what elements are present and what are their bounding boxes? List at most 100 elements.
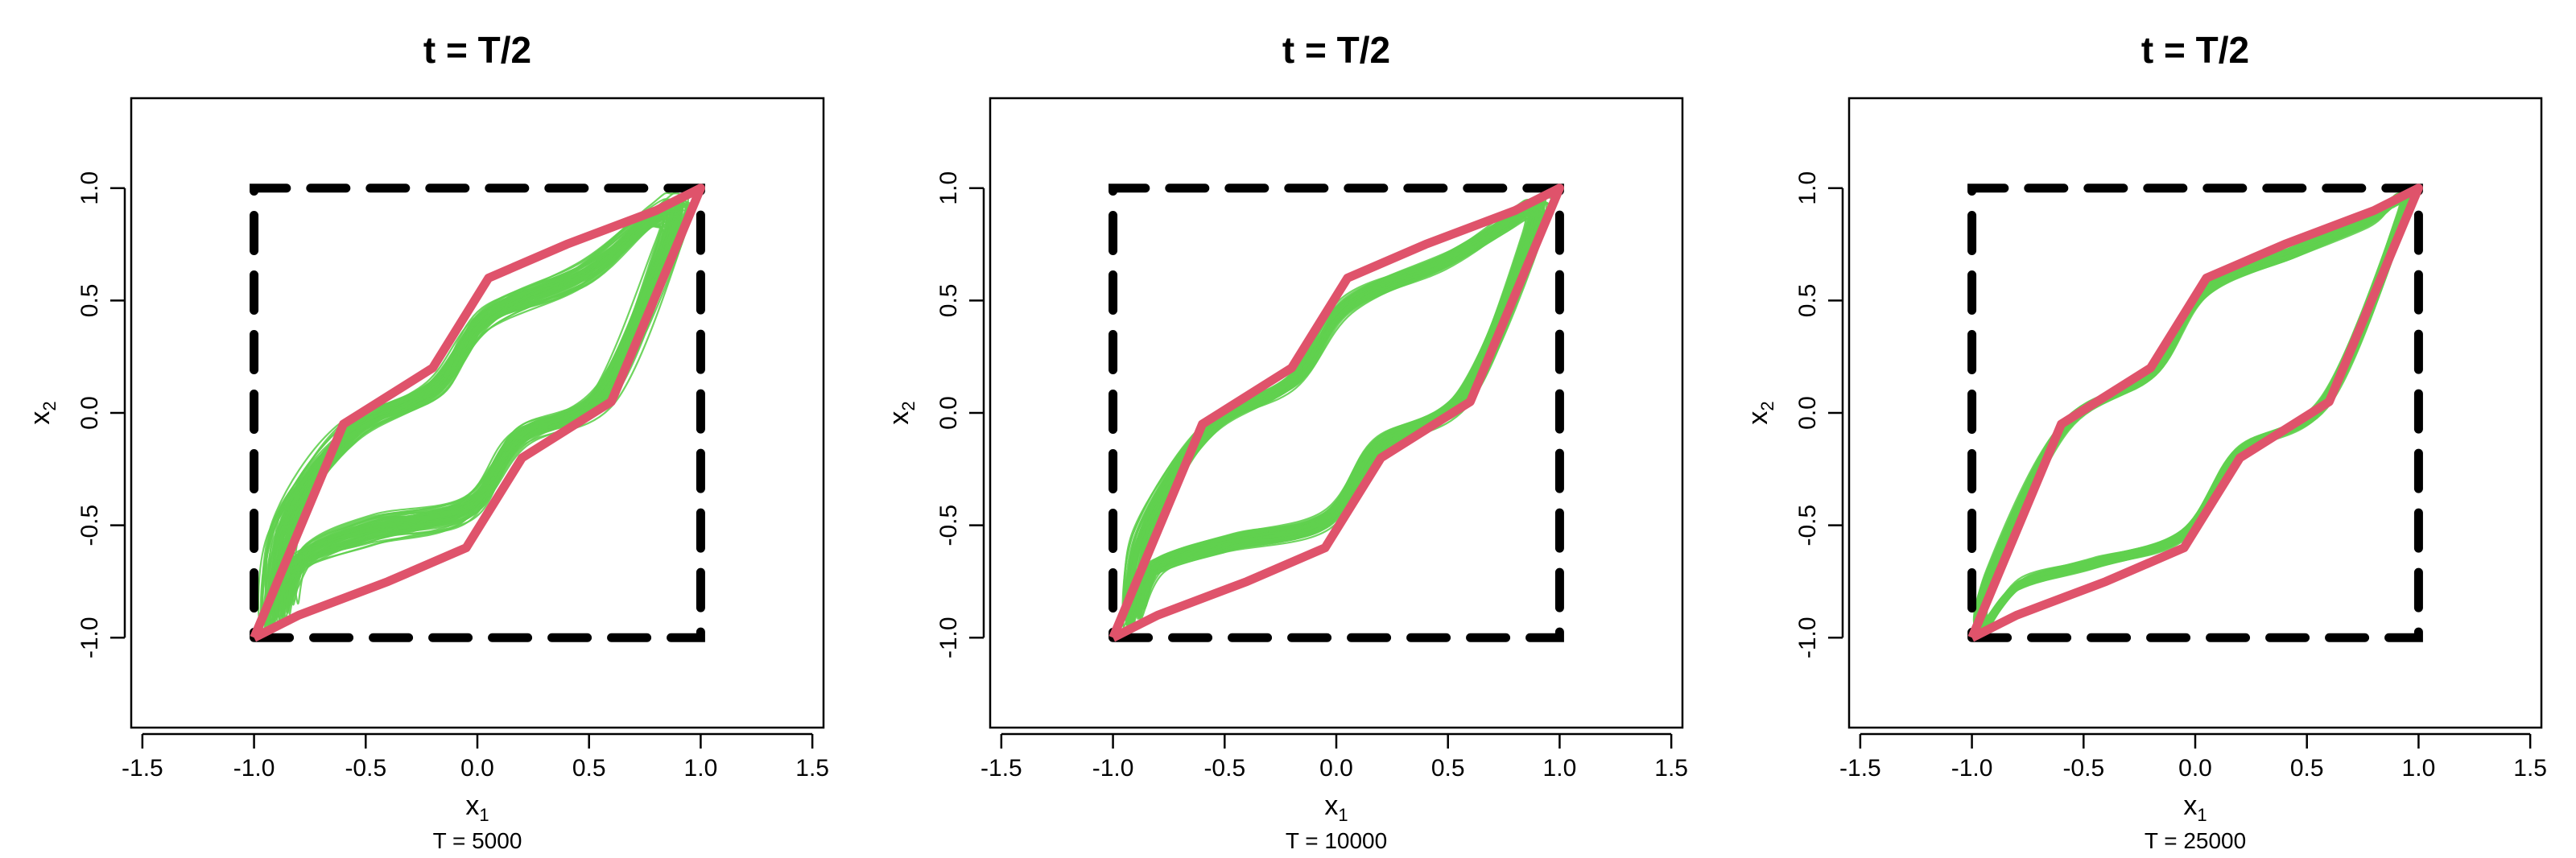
trajectory-curve	[1976, 188, 2416, 629]
x-tick-label: 1.5	[795, 755, 829, 782]
plot-area	[250, 184, 705, 642]
trajectory-curve	[1129, 207, 1541, 626]
trajectory-curve	[288, 221, 674, 615]
trajectory-curve	[1977, 191, 2408, 627]
trajectory-curve	[1978, 192, 2410, 631]
trajectory-curve	[281, 217, 683, 619]
x-tick-label: 0.5	[572, 755, 606, 782]
trajectory-curve	[1982, 196, 2411, 631]
panel-3: -1.5 -1.0 -0.5 0.0 0.5 1.0 1.5 -1.0 -0.5 0.0 0.5 1.…	[1743, 29, 2547, 853]
trajectory-curve	[1981, 196, 2404, 624]
y-axis: -1.0 -0.5 0.0 0.5 1.0	[935, 171, 985, 658]
trajectory-curve	[1985, 200, 2407, 625]
y-tick-label: -1.0	[76, 617, 103, 658]
trajectory-curve	[1979, 192, 2413, 631]
trajectory-curve	[1126, 201, 1548, 630]
trajectory-curve	[1984, 196, 2403, 619]
trajectory-curve	[264, 200, 681, 629]
trajectory-curve	[1979, 189, 2415, 629]
trajectory-curve	[261, 201, 683, 635]
trajectory-curve	[1984, 194, 2406, 621]
y-tick-label: -1.0	[1794, 617, 1821, 658]
trajectory-curve	[273, 208, 687, 622]
panel-title: t = T/2	[423, 29, 531, 71]
trajectory-curve	[1973, 190, 2410, 633]
trajectory-curve	[259, 202, 688, 625]
trajectory-curve	[271, 206, 681, 624]
y-axis-label: x2	[25, 401, 60, 424]
x-tick-label: -0.5	[345, 755, 386, 782]
trajectory-curve	[1980, 199, 2402, 624]
trajectory-curve	[1982, 194, 2412, 628]
trajectory-curve	[1983, 196, 2409, 626]
x-tick-label: -1.5	[1839, 755, 1881, 782]
x-tick-label: -0.5	[1203, 755, 1245, 782]
x-axis-label: x1	[465, 790, 489, 825]
trajectory-curve	[1978, 189, 2415, 632]
trajectory-curve	[279, 222, 670, 618]
trajectory-curve	[262, 204, 679, 623]
trajectory-curve	[1978, 196, 2409, 628]
dashed-square	[250, 184, 705, 642]
trajectory-curve	[267, 200, 689, 624]
hull-polygon	[1967, 184, 2423, 642]
trajectory-curve	[265, 204, 687, 627]
x-axis-label: x1	[2183, 790, 2207, 825]
y-tick-label: 1.0	[935, 171, 962, 205]
trajectory-curve	[268, 203, 694, 631]
trajectory-curve	[267, 188, 694, 627]
y-axis: -1.0 -0.5 0.0 0.5 1.0	[1794, 171, 1844, 658]
trajectory-curve	[1128, 206, 1545, 626]
y-tick-label: -0.5	[1794, 505, 1821, 547]
trajectory-curve	[1975, 191, 2411, 633]
x-tick-label: 1.0	[2402, 755, 2436, 782]
trajectory-curve	[1974, 191, 2410, 631]
trajectory-curve	[1982, 199, 2403, 625]
trajectory-curve	[1984, 199, 2403, 625]
trajectory-curve	[1973, 188, 2411, 632]
plot-frame	[130, 97, 825, 729]
trajectory-curve	[278, 217, 679, 625]
trajectory-curve	[264, 199, 691, 634]
trajectory-band	[1972, 187, 2416, 633]
y-tick-label: 0.5	[1794, 283, 1821, 317]
trajectory-curve	[1979, 193, 2414, 629]
x-tick-label: 1.0	[684, 755, 718, 782]
x-tick-label: -1.5	[122, 755, 163, 782]
trajectory-curve	[277, 215, 679, 620]
trajectory-curve	[260, 204, 692, 637]
trajectory-band	[1121, 196, 1553, 633]
trajectory-curve	[1983, 196, 2402, 625]
trajectory-curve	[1982, 201, 2406, 624]
trajectory-curve	[1978, 191, 2413, 633]
trajectory-curve	[1984, 200, 2405, 622]
trajectory-curve	[1975, 188, 2410, 629]
x-axis: -1.5 -1.0 -0.5 0.0 0.5 1.0 1.5	[1839, 732, 2547, 782]
plot-frame	[989, 97, 1684, 729]
dashed-square	[1108, 184, 1564, 642]
y-tick-label: 0.0	[76, 396, 103, 430]
x-tick-label: -1.0	[1951, 755, 1993, 782]
trajectory-curve	[1122, 203, 1551, 633]
trajectory-curve	[1140, 211, 1534, 609]
x-tick-label: -1.0	[1092, 755, 1134, 782]
panel-1: -1.5 -1.0 -0.5 0.0 0.5 1.0 1.5 -1.0 -0.5 0.0 0.5 1.…	[25, 29, 829, 853]
trajectory-curve	[1984, 196, 2407, 621]
trajectory-curve	[1982, 194, 2411, 625]
trajectory-curve	[1978, 195, 2405, 622]
panel-2: -1.5 -1.0 -0.5 0.0 0.5 1.0 1.5 -1.0 -0.5 0.0 0.5 1.…	[884, 29, 1688, 853]
trajectory-curve	[1984, 195, 2404, 622]
trajectory-curve	[1983, 196, 2405, 625]
x-tick-label: 0.0	[2178, 755, 2212, 782]
trajectory-curve	[1984, 194, 2407, 625]
trajectory-curve	[1979, 190, 2414, 630]
trajectory-curve	[1128, 210, 1538, 621]
trajectory-curve	[281, 214, 673, 619]
trajectory-curve	[1984, 200, 2404, 621]
x-tick-label: 1.5	[1654, 755, 1688, 782]
x-tick-label: 1.5	[2513, 755, 2547, 782]
trajectory-curve	[1129, 207, 1546, 629]
x-tick-label: -1.5	[980, 755, 1022, 782]
trajectory-curve	[1974, 188, 2413, 630]
